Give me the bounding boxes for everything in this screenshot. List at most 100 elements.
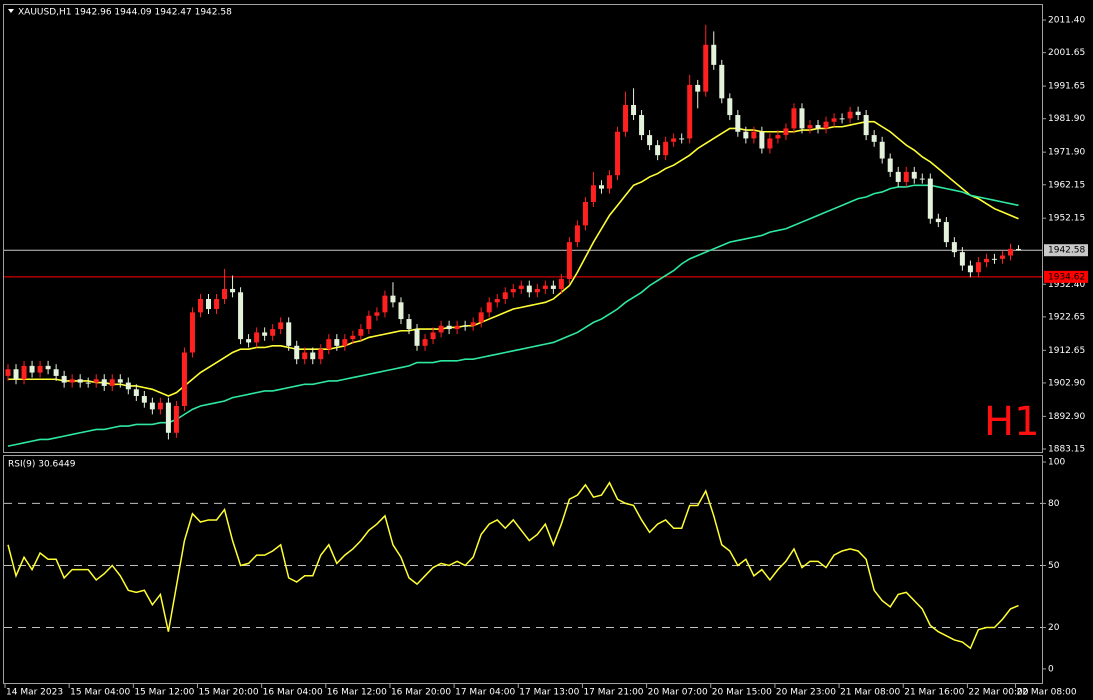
candle-body	[446, 325, 452, 330]
candle-body	[133, 389, 139, 396]
candle-body	[270, 329, 276, 336]
x-tick-label: 17 Mar 04:00	[455, 688, 515, 698]
y-tick-label: 2011.40	[1048, 16, 1085, 26]
candle-body	[582, 201, 588, 226]
y-tick-label: 1932.40	[1048, 280, 1085, 290]
candle-body	[598, 185, 604, 189]
candle-body	[422, 339, 428, 346]
candle-body	[61, 375, 67, 383]
candle-body	[238, 292, 244, 340]
candle-body	[5, 369, 11, 376]
chart-title: XAUUSD,H1 1942.96 1944.09 1942.47 1942.5…	[18, 8, 232, 18]
candle-body	[222, 288, 228, 299]
candle-body	[783, 128, 789, 136]
candle-body	[45, 365, 51, 370]
candle-body	[815, 125, 821, 129]
candle-body	[366, 315, 372, 330]
candle-body	[879, 141, 885, 159]
level-line-label: 1934.62	[1048, 272, 1085, 282]
candle-body	[302, 352, 308, 360]
candle-body	[855, 111, 861, 116]
timeframe-label: H1	[984, 399, 1040, 445]
candle-body	[639, 115, 645, 136]
candle-body	[791, 108, 797, 129]
candle-body	[93, 379, 99, 383]
candle-body	[189, 312, 195, 353]
candle-body	[398, 302, 404, 320]
x-tick-label: 20 Mar 15:00	[712, 688, 772, 698]
x-tick-label: 15 Mar 20:00	[198, 688, 258, 698]
candle-body	[799, 108, 805, 129]
candle-body	[85, 382, 91, 384]
candle-body	[839, 118, 845, 120]
candle-body	[462, 325, 468, 327]
x-tick-label: 20 Mar 23:00	[776, 688, 836, 698]
candle-body	[197, 298, 203, 313]
candle-body	[157, 402, 163, 410]
candle-body	[735, 115, 741, 132]
candle-body	[1016, 248, 1022, 251]
x-tick-label: 21 Mar 16:00	[904, 688, 964, 698]
candle-body	[647, 135, 653, 146]
candle-body	[13, 369, 19, 380]
candle-body	[141, 395, 147, 403]
candle-body	[29, 365, 35, 373]
candle-body	[550, 285, 556, 289]
candle-body	[671, 138, 677, 142]
menu-triangle	[8, 9, 14, 13]
candle-body	[542, 285, 548, 289]
candle-body	[607, 175, 612, 189]
y-tick-label: 1912.65	[1048, 346, 1085, 356]
candle-body	[262, 332, 268, 336]
y-tick-label: 1991.65	[1048, 82, 1085, 92]
candle-body	[935, 218, 941, 223]
candle-body	[574, 225, 580, 243]
candle-body	[991, 258, 997, 260]
y-tick-label: 1952.15	[1048, 214, 1085, 224]
rsi-line	[7, 481, 1019, 650]
candle-body	[847, 111, 853, 119]
candle-body	[751, 131, 757, 139]
candle-body	[687, 84, 693, 139]
y-tick-label: 1981.90	[1048, 114, 1085, 124]
candle-body	[117, 379, 123, 383]
candle-body	[887, 158, 893, 172]
candle-body	[823, 121, 829, 129]
candle-body	[623, 105, 629, 132]
x-tick-label: 17 Mar 21:00	[583, 688, 643, 698]
y-tick-label: 0	[1048, 664, 1054, 674]
candle-body	[430, 332, 436, 340]
candle-body	[663, 141, 669, 156]
rsi-title: RSI(9) 30.6449	[8, 460, 76, 470]
y-tick-label: 80	[1048, 499, 1060, 509]
candle-body	[286, 322, 292, 346]
candle-body	[903, 171, 909, 182]
candle-body	[214, 298, 220, 310]
y-tick-label: 2001.65	[1048, 48, 1085, 58]
candle-body	[438, 325, 444, 333]
candle-body	[478, 312, 484, 323]
candle-body	[999, 255, 1005, 259]
candle-body	[165, 402, 171, 433]
candle-body	[975, 262, 981, 273]
candle-body	[711, 44, 717, 65]
candle-body	[743, 131, 749, 139]
candle-body	[534, 288, 540, 293]
candle-body	[334, 339, 340, 346]
candle-body	[21, 365, 27, 380]
candle-body	[69, 379, 75, 383]
candle-body	[967, 265, 973, 273]
candle-body	[230, 288, 236, 293]
candle-body	[863, 115, 869, 136]
candle-body	[727, 98, 733, 116]
candle-body	[382, 295, 388, 313]
candle-body	[310, 352, 316, 360]
x-tick-label: 17 Mar 13:00	[519, 688, 579, 698]
candle-body	[510, 288, 516, 293]
candle-body	[125, 382, 131, 390]
candle-body	[719, 64, 725, 99]
candle-body	[590, 185, 596, 202]
candle-body	[831, 118, 837, 122]
candle-body	[983, 258, 989, 263]
